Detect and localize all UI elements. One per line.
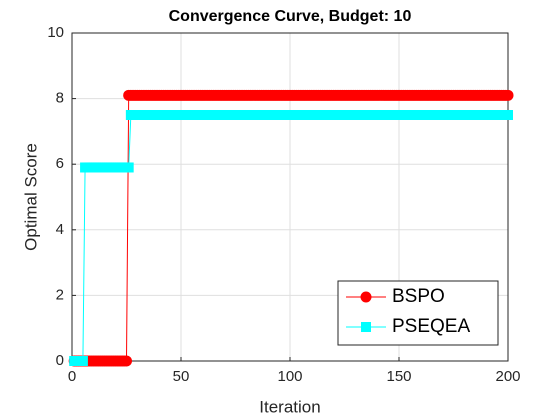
legend: BSPO PSEQEA xyxy=(337,280,499,346)
series xyxy=(68,89,514,367)
x-axis-label: Iteration xyxy=(259,397,320,416)
y-tick-label: 0 xyxy=(56,352,64,369)
x-tick-label: 150 xyxy=(386,368,411,385)
legend-label: BSPO xyxy=(392,286,445,307)
legend-marker xyxy=(361,322,371,332)
y-tick-label: 6 xyxy=(56,155,64,172)
y-tick-label: 8 xyxy=(56,90,64,107)
y-tick-label: 10 xyxy=(47,24,64,41)
marker xyxy=(502,89,514,101)
chart-title: Convergence Curve, Budget: 10 xyxy=(169,8,412,25)
marker xyxy=(121,355,132,367)
x-tick-label: 200 xyxy=(495,368,520,385)
legend-marker xyxy=(360,291,372,303)
y-tick-label: 2 xyxy=(56,286,64,303)
marker xyxy=(123,162,134,173)
y-axis-label: Optimal Score xyxy=(21,143,40,251)
marker xyxy=(77,356,88,366)
y-tick-label: 4 xyxy=(56,221,64,238)
x-tick-label: 50 xyxy=(173,368,190,385)
marker xyxy=(503,110,513,120)
legend-label: PSEQEA xyxy=(392,316,470,337)
plot-frame xyxy=(71,32,509,362)
x-tick-label: 0 xyxy=(68,368,76,385)
series xyxy=(69,110,513,366)
x-tick-label: 100 xyxy=(277,368,302,385)
